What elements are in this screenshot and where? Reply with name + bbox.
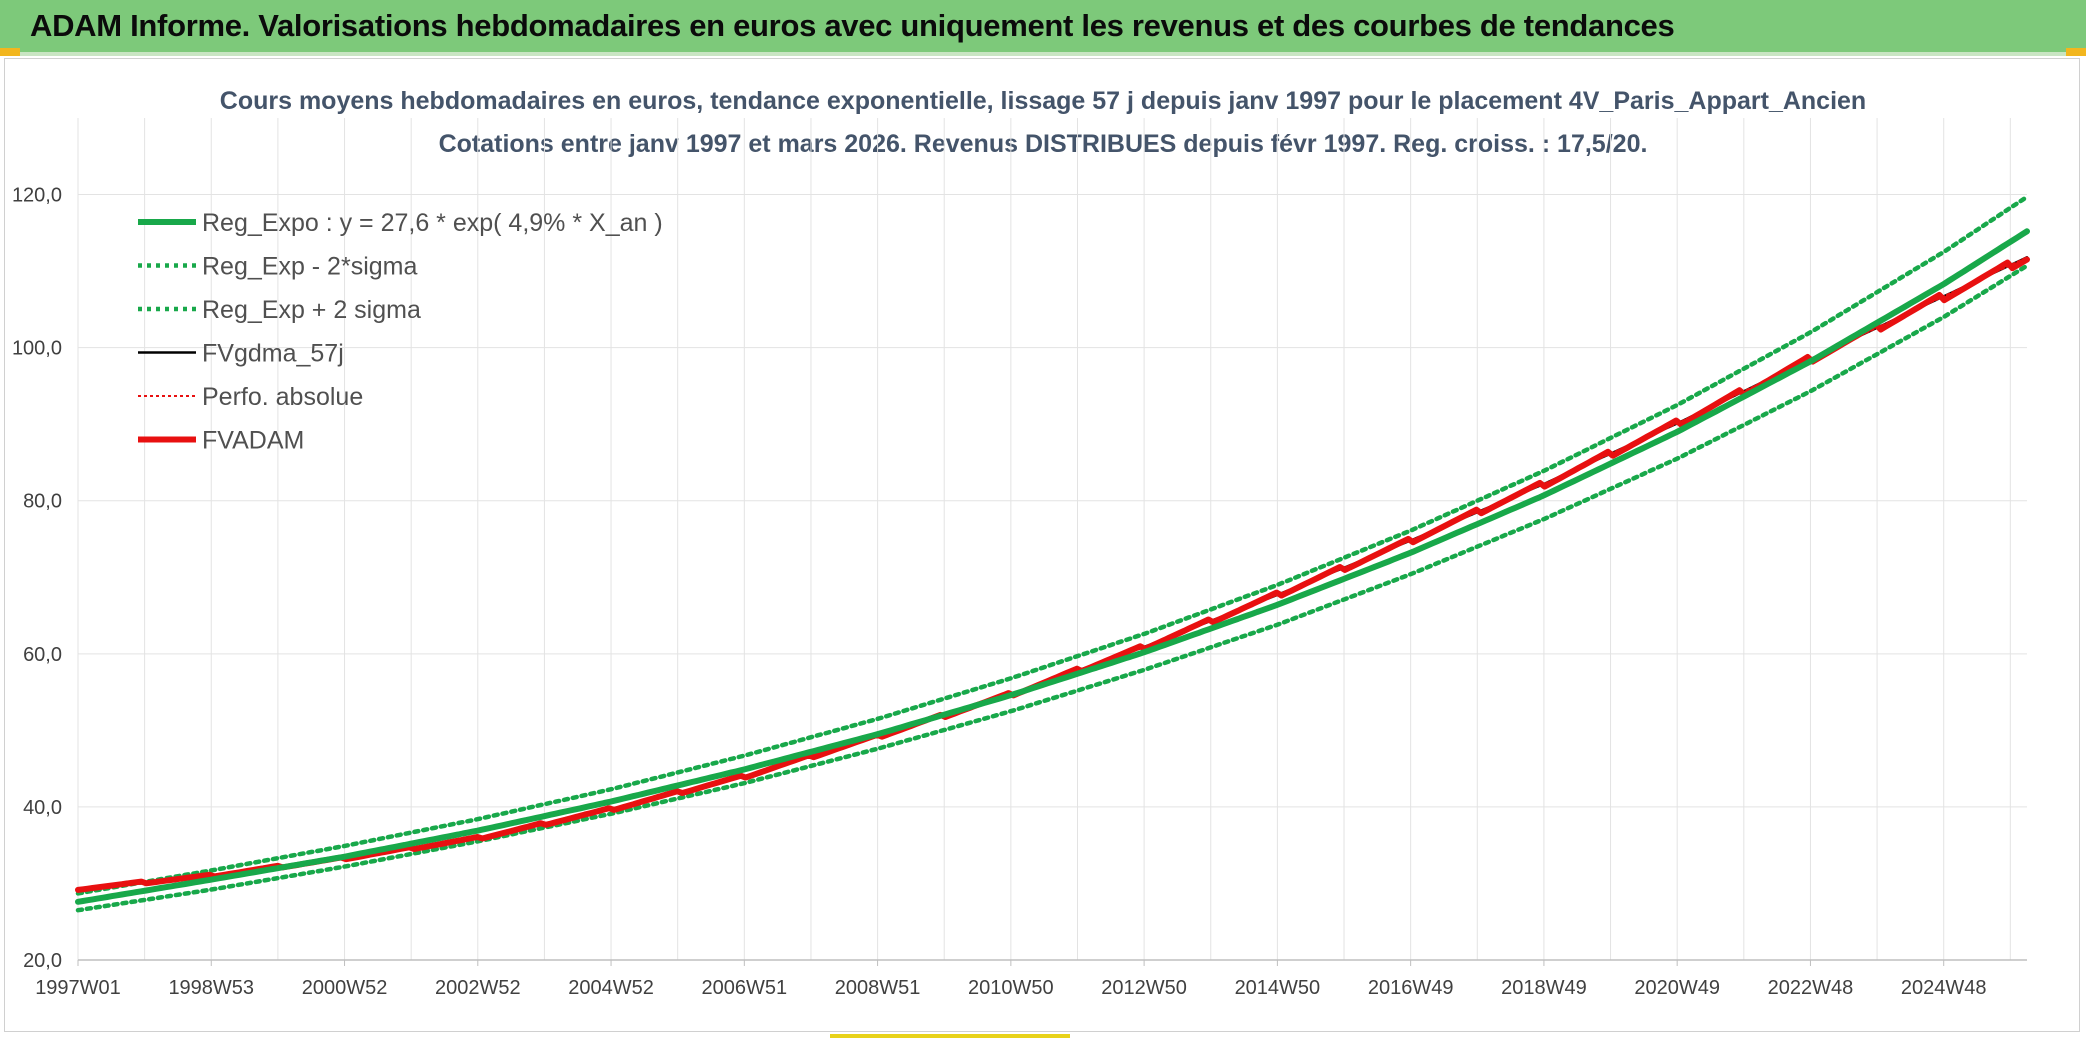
series-line-reg-exp-2-sigma: [75, 263, 2030, 913]
y-tick-label: 100,0: [12, 338, 62, 360]
grid: [77, 118, 2027, 961]
x-tick-label: 2020W49: [1634, 977, 1720, 999]
report-banner: ADAM Informe. Valorisations hebdomadaire…: [0, 0, 2086, 56]
chart-title: Cours moyens hebdomadaires en euros, ten…: [220, 87, 1866, 115]
x-tick-label: 2000W52: [302, 977, 388, 999]
legend-label: Reg_Exp - 2*sigma: [202, 253, 417, 281]
legend-label: Reg_Exp + 2 sigma: [202, 296, 421, 324]
report-title: ADAM Informe. Valorisations hebdomadaire…: [30, 8, 1675, 43]
legend-label: FVgdma_57j: [202, 340, 344, 368]
x-tick-label: 2014W50: [1235, 977, 1321, 999]
legend: Reg_Expo : y = 27,6 * exp( 4,9% * X_an )…: [138, 209, 663, 455]
x-tick-label: 2004W52: [568, 977, 654, 999]
x-tick-label: 2008W51: [835, 977, 921, 999]
x-tick-label: 2024W48: [1901, 977, 1987, 999]
x-tick-label: 1997W01: [35, 977, 121, 999]
x-tick-label: 2010W50: [968, 977, 1054, 999]
y-tick-label: 60,0: [23, 644, 62, 666]
series-line-reg-exp-2-sigma: [75, 194, 2030, 896]
x-tick-label: 1998W53: [168, 977, 254, 999]
y-tick-label: 80,0: [23, 491, 62, 513]
banner-corner-accent-right: [2066, 48, 2086, 56]
x-tick-label: 2022W48: [1768, 977, 1854, 999]
chart-subtitle: Cotations entre janv 1997 et mars 2026. …: [439, 130, 1648, 158]
legend-label: FVADAM: [202, 427, 304, 455]
legend-label: Perfo. absolue: [202, 383, 363, 411]
x-tick-label: 2012W50: [1101, 977, 1187, 999]
y-tick-label: 20,0: [23, 950, 62, 972]
y-tick-label: 120,0: [12, 185, 62, 207]
axes: 20,0 40,0 60,0 80,0 100,0 120,0 1997W01 1998W53…: [12, 185, 2027, 999]
series-line-fvadam: [75, 256, 2030, 893]
series-line-perfo-absolue: [77, 256, 2028, 890]
chart-frame: [4, 58, 2080, 1032]
x-tick-label: 2018W49: [1501, 977, 1587, 999]
bottom-accent-bar: [830, 1034, 1070, 1038]
y-tick-label: 40,0: [23, 797, 62, 819]
x-tick-label: 2006W51: [702, 977, 788, 999]
legend-label: Reg_Expo : y = 27,6 * exp( 4,9% * X_an ): [202, 209, 663, 237]
x-tick-label: 2002W52: [435, 977, 521, 999]
series-line-reg-expo-y-27-6-exp-4-9-x-an: [75, 228, 2030, 905]
x-tick-label: 2016W49: [1368, 977, 1454, 999]
banner-corner-accent-left: [0, 48, 20, 56]
series-layer: [75, 194, 2030, 913]
series-line-fvgdma-57j: [76, 256, 2029, 891]
